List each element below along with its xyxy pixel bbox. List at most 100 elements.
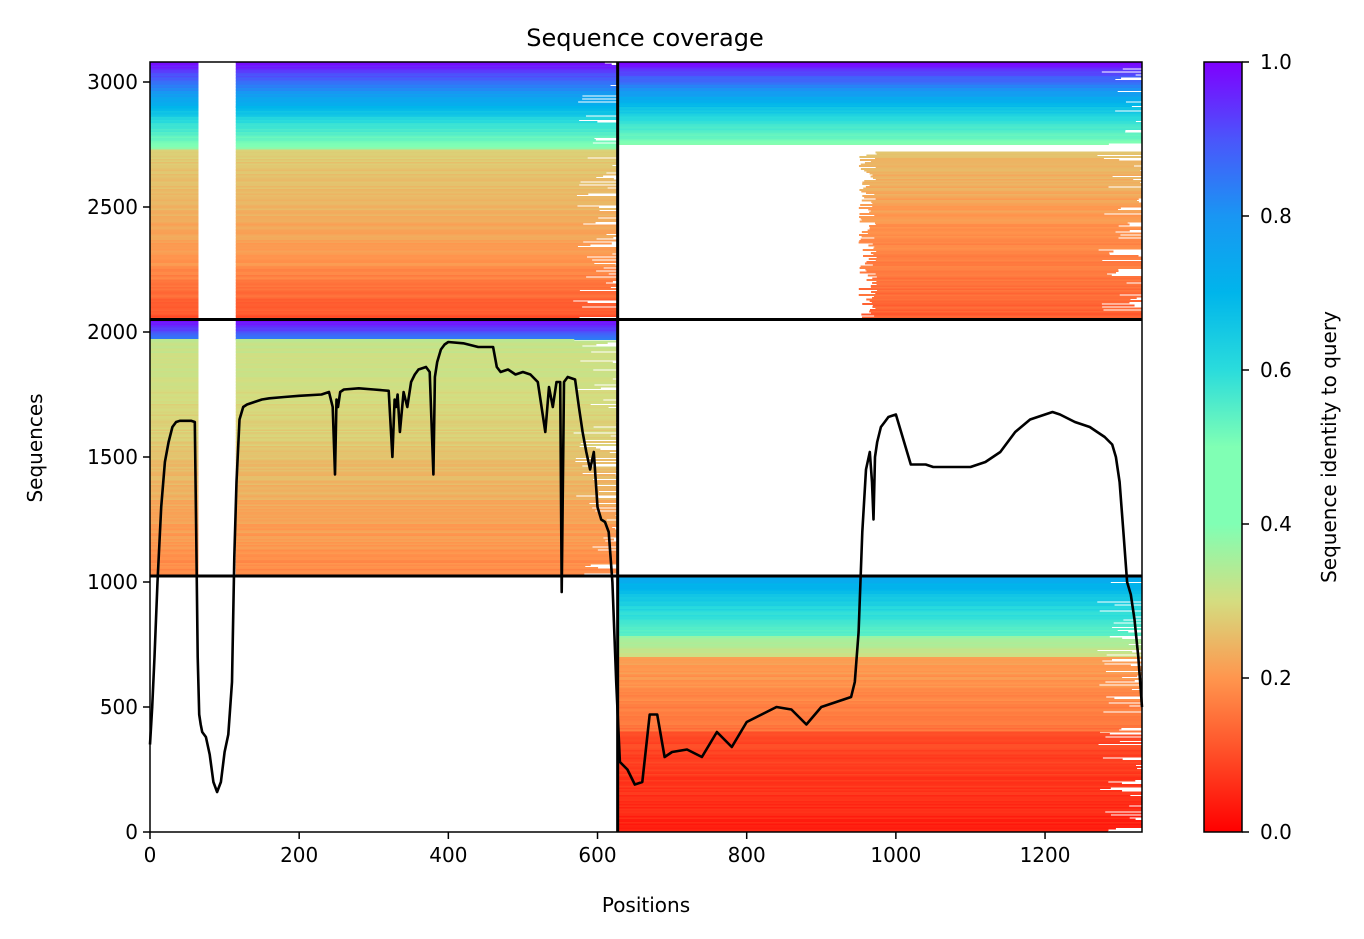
- heatmap-row: [235, 268, 618, 271]
- heatmap-row: [235, 565, 586, 568]
- heatmap-row: [235, 291, 618, 293]
- heatmap-row: [150, 128, 199, 131]
- heatmap-row: [617, 755, 1142, 758]
- heatmap-row: [235, 116, 618, 119]
- heatmap-row: [150, 342, 199, 344]
- heatmap-row: [150, 104, 199, 106]
- heatmap-row: [150, 487, 199, 490]
- heatmap-row: [150, 229, 199, 231]
- heatmap-row: [617, 739, 1142, 741]
- heatmap-row: [617, 105, 1132, 108]
- heatmap-row: [617, 742, 1142, 744]
- heatmap-row: [235, 525, 618, 527]
- heatmap-row: [235, 110, 618, 113]
- heatmap-row: [150, 393, 199, 395]
- heatmap-row: [235, 559, 618, 562]
- heatmap-row: [235, 285, 618, 287]
- heatmap-row: [235, 98, 583, 100]
- heatmap-row: [235, 218, 618, 221]
- heatmap-row: [235, 122, 618, 125]
- heatmap-row: [872, 297, 1137, 299]
- heatmap-row: [617, 699, 1142, 701]
- heatmap-row: [150, 90, 199, 93]
- heatmap-row: [150, 273, 199, 275]
- heatmap-row: [866, 261, 1142, 263]
- heatmap-row: [617, 596, 1142, 599]
- heatmap-row: [235, 484, 598, 487]
- heatmap-row: [617, 791, 1142, 794]
- heatmap-row: [874, 157, 1104, 160]
- heatmap-row: [235, 157, 588, 159]
- heatmap-row: [150, 349, 199, 352]
- heatmap-row: [617, 101, 1126, 103]
- heatmap-row: [875, 223, 1130, 226]
- heatmap-row: [864, 162, 1142, 164]
- heatmap-row: [235, 173, 618, 176]
- heatmap-row: [235, 315, 618, 317]
- colorbar-tick-label: 0.8: [1260, 204, 1292, 228]
- heatmap-row: [150, 233, 199, 236]
- heatmap-row: [235, 238, 597, 240]
- heatmap-row: [150, 119, 199, 122]
- heatmap-row: [617, 657, 1142, 659]
- heatmap-row: [150, 372, 199, 374]
- heatmap-row: [617, 794, 1131, 797]
- heatmap-row: [150, 326, 199, 328]
- heatmap-row: [150, 154, 199, 156]
- heatmap-row: [150, 146, 199, 149]
- heatmap-row: [875, 292, 1142, 295]
- heatmap-row: [150, 460, 199, 463]
- heatmap-row: [150, 568, 199, 571]
- heatmap-row: [150, 288, 199, 290]
- heatmap-row: [235, 463, 590, 466]
- heatmap-row: [235, 504, 618, 506]
- heatmap-row: [235, 514, 616, 517]
- heatmap-row: [150, 492, 199, 494]
- heatmap-row: [617, 107, 1142, 109]
- heatmap-row: [617, 685, 1142, 688]
- heatmap-row: [617, 806, 1142, 809]
- heatmap-row: [235, 194, 577, 197]
- y-tick-label: 3000: [87, 70, 138, 94]
- heatmap-row: [235, 562, 618, 565]
- heatmap-row: [859, 156, 1142, 158]
- heatmap-row: [235, 131, 618, 134]
- heatmap-row: [150, 549, 199, 551]
- heatmap-row: [235, 450, 618, 452]
- plot-area: [148, 61, 1144, 833]
- heatmap-row: [617, 788, 1101, 791]
- heatmap-row: [859, 271, 1117, 274]
- heatmap-row: [235, 248, 618, 251]
- heatmap-row: [617, 654, 1107, 656]
- heatmap-row: [235, 355, 618, 358]
- heatmap-row: [150, 89, 199, 91]
- heatmap-row: [150, 571, 199, 574]
- heatmap-row: [150, 403, 199, 406]
- heatmap-row: [150, 343, 199, 346]
- y-tick-label: 1000: [87, 570, 138, 594]
- heatmap-row: [617, 71, 1102, 73]
- heatmap-row: [862, 195, 1142, 197]
- heatmap-row: [617, 113, 1142, 115]
- heatmap-row: [235, 342, 608, 344]
- heatmap-row: [617, 632, 1142, 635]
- heatmap-row: [870, 210, 1142, 212]
- heatmap-row: [150, 235, 199, 237]
- heatmap-row: [150, 523, 199, 526]
- y-tick-label: 2500: [87, 195, 138, 219]
- heatmap-row: [617, 729, 1120, 731]
- heatmap-row: [860, 238, 1142, 241]
- heatmap-row: [617, 737, 1142, 740]
- heatmap-row: [235, 197, 618, 200]
- heatmap-row: [235, 456, 618, 458]
- heatmap-row: [150, 454, 199, 457]
- heatmap-row: [859, 267, 1142, 269]
- heatmap-row: [150, 218, 199, 221]
- heatmap-row: [859, 216, 1142, 218]
- heatmap-row: [235, 101, 579, 103]
- heatmap-row: [150, 411, 199, 413]
- heatmap-row: [150, 526, 199, 529]
- heatmap-row: [150, 360, 199, 362]
- chart-title: Sequence coverage: [526, 24, 763, 52]
- heatmap-row: [150, 166, 199, 168]
